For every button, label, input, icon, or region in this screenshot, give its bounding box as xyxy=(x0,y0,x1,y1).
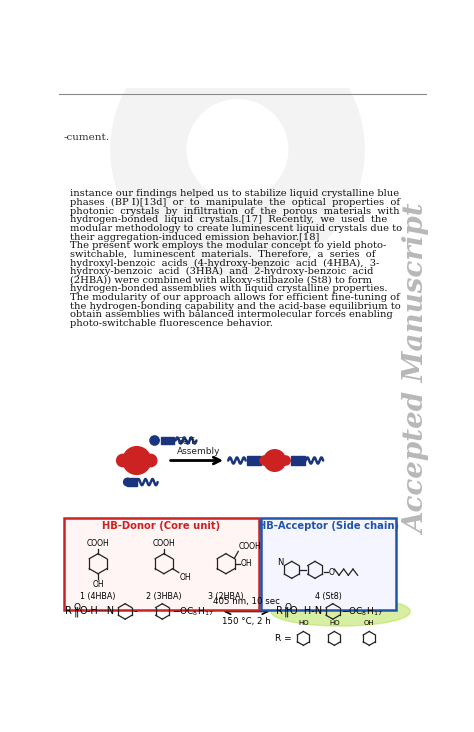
Circle shape xyxy=(145,455,157,467)
Text: phases  (BP I)[13d]  or  to  manipulate  the  optical  properties  of: phases (BP I)[13d] or to manipulate the … xyxy=(70,198,400,207)
Bar xyxy=(291,456,305,465)
Text: ‖: ‖ xyxy=(284,607,290,618)
Text: hydroxy-benzoic  acid  (3HBA)  and  2-hydroxy-benzoic  acid: hydroxy-benzoic acid (3HBA) and 2-hydrox… xyxy=(70,267,374,276)
Text: $-$OC$_8$H$_{17}$: $-$OC$_8$H$_{17}$ xyxy=(172,605,213,618)
Text: The modularity of our approach allows for efficient fine-tuning of: The modularity of our approach allows fo… xyxy=(70,293,400,302)
Text: O-H···N: O-H···N xyxy=(80,606,115,616)
Text: HB-Acceptor (Side chain): HB-Acceptor (Side chain) xyxy=(258,520,399,531)
Text: obtain assemblies with balanced intermolecular forces enabling: obtain assemblies with balanced intermol… xyxy=(70,310,393,319)
Text: $-$OC$_8$H$_{17}$: $-$OC$_8$H$_{17}$ xyxy=(341,605,383,618)
Text: 405 nm, 10 sec: 405 nm, 10 sec xyxy=(212,597,280,606)
Text: COOH: COOH xyxy=(87,539,109,548)
Text: COOH: COOH xyxy=(239,542,262,550)
Text: switchable,  luminescent  materials.  Therefore,  a  series  of: switchable, luminescent materials. There… xyxy=(70,250,375,259)
Text: N: N xyxy=(277,559,283,567)
Text: -cument.: -cument. xyxy=(63,132,109,141)
Circle shape xyxy=(281,456,290,465)
Text: modular methodology to create luminescent liquid crystals due to: modular methodology to create luminescen… xyxy=(70,224,402,233)
Bar xyxy=(261,518,396,610)
Bar xyxy=(64,518,259,610)
Circle shape xyxy=(123,447,151,474)
Circle shape xyxy=(264,449,285,471)
Text: hydroxyl-benzoic  acids  (4-hydroxy-benzoic  acid  (4HBA),  3-: hydroxyl-benzoic acids (4-hydroxy-benzoi… xyxy=(70,258,380,268)
Text: HO: HO xyxy=(329,620,340,626)
Text: ‖: ‖ xyxy=(73,607,79,618)
Text: 2 (3HBA): 2 (3HBA) xyxy=(146,592,182,601)
Text: OH: OH xyxy=(92,580,104,589)
Text: Accepted Manuscript: Accepted Manuscript xyxy=(404,204,431,535)
Text: photo-switchable fluorescence behavior.: photo-switchable fluorescence behavior. xyxy=(70,319,273,328)
Circle shape xyxy=(260,456,269,465)
Circle shape xyxy=(124,478,131,486)
Text: 150 °C, 2 h: 150 °C, 2 h xyxy=(222,617,270,626)
Text: their aggregation-induced emission behavior.[18]: their aggregation-induced emission behav… xyxy=(70,233,319,242)
Text: HB-Donor (Core unit): HB-Donor (Core unit) xyxy=(102,520,220,531)
Text: 3 (2HBA): 3 (2HBA) xyxy=(208,592,244,601)
Text: COOH: COOH xyxy=(153,539,175,548)
Text: 4 (St8): 4 (St8) xyxy=(315,592,342,601)
Text: O: O xyxy=(74,603,81,612)
Text: R: R xyxy=(276,606,283,616)
Text: O: O xyxy=(329,568,335,577)
Text: hydrogen-bonded assemblies with liquid crystalline properties.: hydrogen-bonded assemblies with liquid c… xyxy=(70,284,388,294)
Text: photonic  crystals  by  infiltration  of  the  porous  materials  with: photonic crystals by infiltration of the… xyxy=(70,206,400,216)
Text: R: R xyxy=(65,606,73,616)
Text: The present work employs the modular concept to yield photo-: The present work employs the modular con… xyxy=(70,242,386,250)
Text: 1 (4HBA): 1 (4HBA) xyxy=(80,592,116,601)
Text: Self-
Assembly: Self- Assembly xyxy=(177,436,220,456)
Circle shape xyxy=(117,455,129,467)
Bar xyxy=(247,456,261,465)
Text: OH: OH xyxy=(364,620,374,626)
Bar xyxy=(128,478,137,486)
Text: OH: OH xyxy=(241,559,252,568)
Text: instance our findings helped us to stabilize liquid crystalline blue: instance our findings helped us to stabi… xyxy=(70,190,399,198)
Text: (2HBA)) were combined with alkoxy-stilbazole (St8) to form: (2HBA)) were combined with alkoxy-stilba… xyxy=(70,276,372,285)
Circle shape xyxy=(150,436,159,445)
Text: O: O xyxy=(285,603,292,612)
Text: hydrogen-bonded  liquid  crystals.[17]  Recently,  we  used  the: hydrogen-bonded liquid crystals.[17] Rec… xyxy=(70,215,387,224)
Text: HO: HO xyxy=(298,620,309,626)
Text: R =: R = xyxy=(275,634,292,643)
Text: O  H-N: O H-N xyxy=(290,606,322,616)
Ellipse shape xyxy=(271,597,410,626)
Text: the hydrogen-bonding capability and the acid-base equilibrium to: the hydrogen-bonding capability and the … xyxy=(70,302,401,310)
Text: OH: OH xyxy=(180,573,191,583)
Text: -: - xyxy=(134,606,137,616)
Bar xyxy=(161,437,174,444)
